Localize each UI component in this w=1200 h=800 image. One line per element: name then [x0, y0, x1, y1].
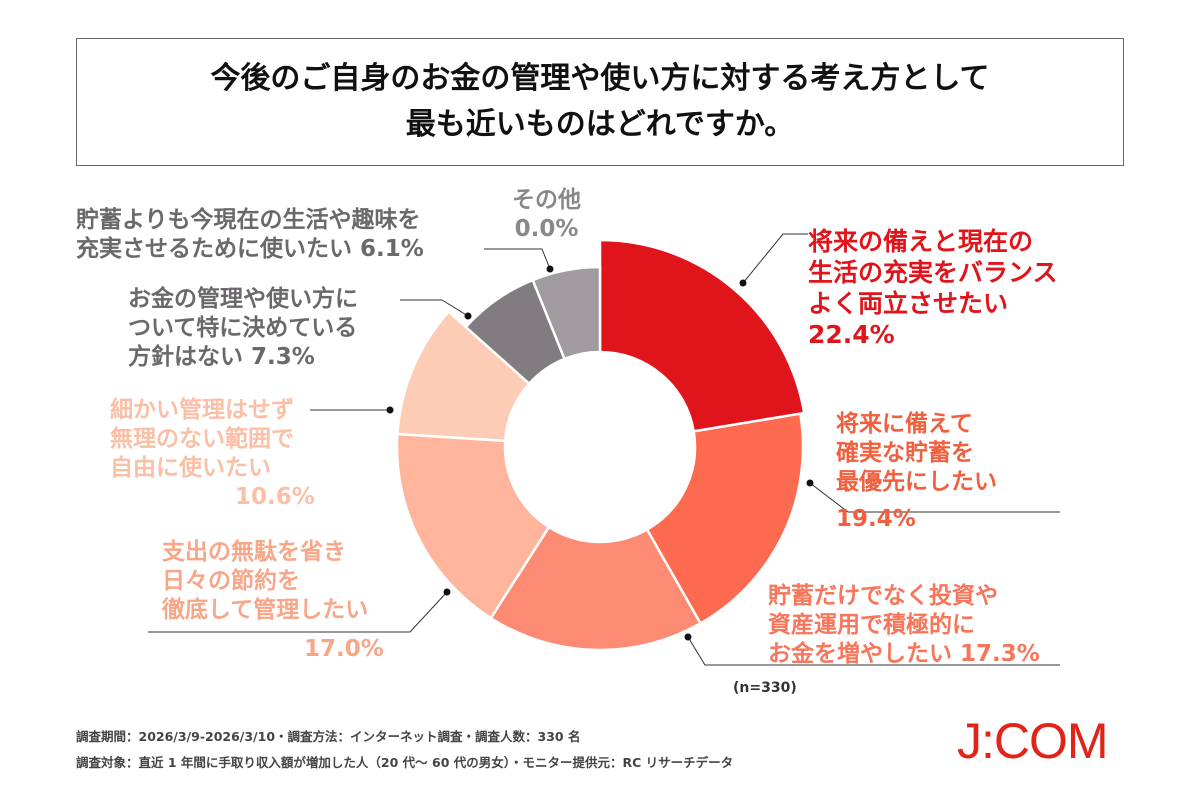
label-line: 生活の充実をバランス: [808, 258, 1058, 287]
label-line: 支出の無駄を省き: [162, 539, 346, 565]
leader-dot: [386, 406, 394, 414]
label-line: その他: [512, 187, 581, 213]
label-line: 貯蓄だけでなく投資や: [768, 583, 998, 609]
label-other: その他 0.0%: [512, 186, 581, 244]
label-pct: 17.0%: [304, 636, 384, 662]
donut-slice: [598, 238, 806, 433]
label-pct: 19.4%: [836, 506, 916, 532]
leader-line: [742, 233, 808, 284]
leader-line: [148, 591, 448, 633]
label-line: 細かい管理はせず: [110, 397, 294, 423]
label-line: 将来の備えと現在の: [808, 227, 1034, 256]
leader-line: [809, 482, 1060, 513]
leader-line: [687, 636, 1060, 666]
label-line: ついて特に決めている: [128, 315, 358, 341]
label-line: 自由に使いたい: [110, 455, 271, 481]
donut-slice: [395, 432, 551, 620]
label-line: 方針はない 7.3%: [128, 344, 315, 370]
question-title: 今後のご自身のお金の管理や使い方に対する考え方として 最も近いものはどれですか。: [76, 38, 1124, 166]
label-line: 徹底して管理したい: [162, 597, 369, 623]
label-line: 最優先にしたい: [836, 469, 997, 495]
title-line-1: 今後のご自身のお金の管理や使い方に対する考え方として: [210, 61, 990, 96]
leader-dot: [546, 265, 554, 273]
label-pct: 10.6%: [235, 484, 315, 510]
label-line: 確実な貯蓄を: [836, 440, 974, 466]
title-line-2: 最も近いものはどれですか。: [405, 107, 795, 142]
leader-dot: [806, 479, 814, 487]
leader-line: [484, 248, 551, 270]
label-line: 0.0%: [514, 216, 579, 242]
survey-period: 調査期間：2026/3/9-2026/3/10・調査方法：インターネット調査・調…: [76, 729, 581, 744]
label-line: 無理のない範囲で: [110, 426, 294, 452]
survey-target: 調査対象：直近 1 年間に手取り収入額が増加した人（20 代～ 60 代の男女）…: [76, 755, 734, 770]
label-enjoy: 貯蓄よりも今現在の生活や趣味を 充実させるために使いたい 6.1%: [76, 206, 424, 264]
label-free: 細かい管理はせず 無理のない範囲で 自由に使いたい 10.6%: [110, 396, 315, 512]
label-balance: 将来の備えと現在の 生活の充実をバランス よく両立させたい 22.4%: [808, 226, 1058, 350]
label-line: よく両立させたい: [808, 289, 1009, 318]
label-line: 将来に備えて: [836, 411, 973, 437]
jcom-logo: J:COM: [957, 713, 1109, 769]
leader-dot: [684, 633, 692, 641]
label-invest: 貯蓄だけでなく投資や 資産運用で積極的に お金を増やしたい 17.3%: [768, 582, 1040, 669]
sample-size: (n=330): [733, 680, 797, 696]
leader-dot: [443, 588, 451, 596]
label-savings: 将来に備えて 確実な貯蓄を 最優先にしたい 19.4%: [836, 410, 997, 534]
label-pct: 22.4%: [808, 320, 895, 349]
label-line: お金の管理や使い方に: [128, 286, 358, 312]
label-line: 日々の節約を: [162, 568, 300, 594]
label-line: お金を増やしたい 17.3%: [768, 641, 1040, 667]
donut-slice: [531, 265, 602, 361]
label-line: 資産運用で積極的に: [768, 612, 975, 638]
leader-dot: [739, 279, 747, 287]
label-frugal: 支出の無駄を省き 日々の節約を 徹底して管理したい 17.0%: [162, 538, 384, 664]
label-no-policy: お金の管理や使い方に ついて特に決めている 方針はない 7.3%: [128, 285, 358, 372]
leader-dot: [464, 312, 472, 320]
leader-line: [400, 299, 469, 317]
label-line: 貯蓄よりも今現在の生活や趣味を: [76, 207, 421, 233]
donut-slice: [489, 525, 703, 652]
donut-slice: [645, 412, 805, 626]
donut-slice: [396, 309, 531, 443]
label-line: 充実させるために使いたい 6.1%: [76, 236, 424, 262]
